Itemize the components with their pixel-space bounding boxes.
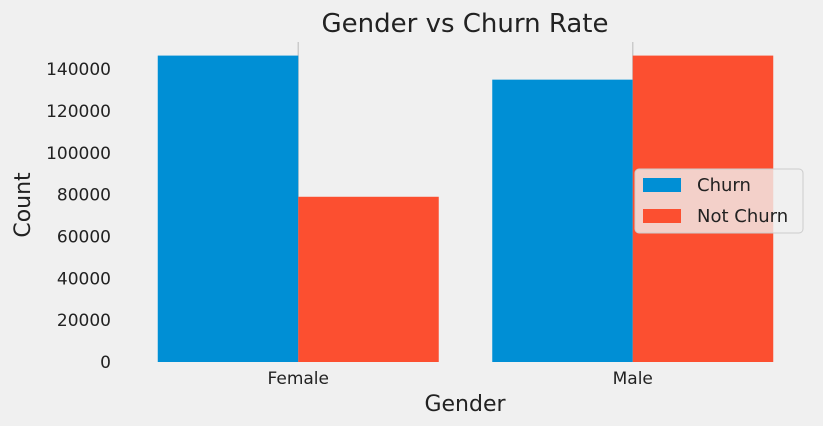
x-tick-label: Male	[613, 369, 653, 389]
y-tick-label: 120000	[46, 102, 111, 122]
legend: Churn Not Churn	[634, 168, 804, 234]
x-tick-label: Female	[268, 369, 329, 389]
bar-female-not-churn	[298, 196, 439, 362]
y-tick-label: 40000	[57, 269, 111, 289]
bars	[157, 55, 774, 362]
y-tick-label: 20000	[57, 311, 111, 331]
y-ticks: 0 20000 40000 60000 80000 100000 120000 140000	[46, 60, 111, 373]
legend-label-churn: Churn	[697, 175, 751, 196]
x-axis-label: Gender	[424, 392, 506, 417]
y-tick-label: 0	[100, 353, 111, 373]
bar-female-churn	[157, 55, 299, 362]
legend-label-not-churn: Not Churn	[697, 206, 788, 227]
y-tick-label: 80000	[57, 186, 111, 206]
y-tick-label: 60000	[57, 228, 111, 248]
legend-swatch-churn	[643, 178, 681, 192]
y-tick-label: 100000	[46, 144, 111, 164]
legend-swatch-not-churn	[643, 209, 681, 223]
y-axis-label: Count	[11, 172, 36, 238]
chart-title: Gender vs Churn Rate	[322, 9, 609, 39]
y-tick-label: 140000	[46, 60, 111, 80]
bar-male-churn	[492, 79, 633, 362]
